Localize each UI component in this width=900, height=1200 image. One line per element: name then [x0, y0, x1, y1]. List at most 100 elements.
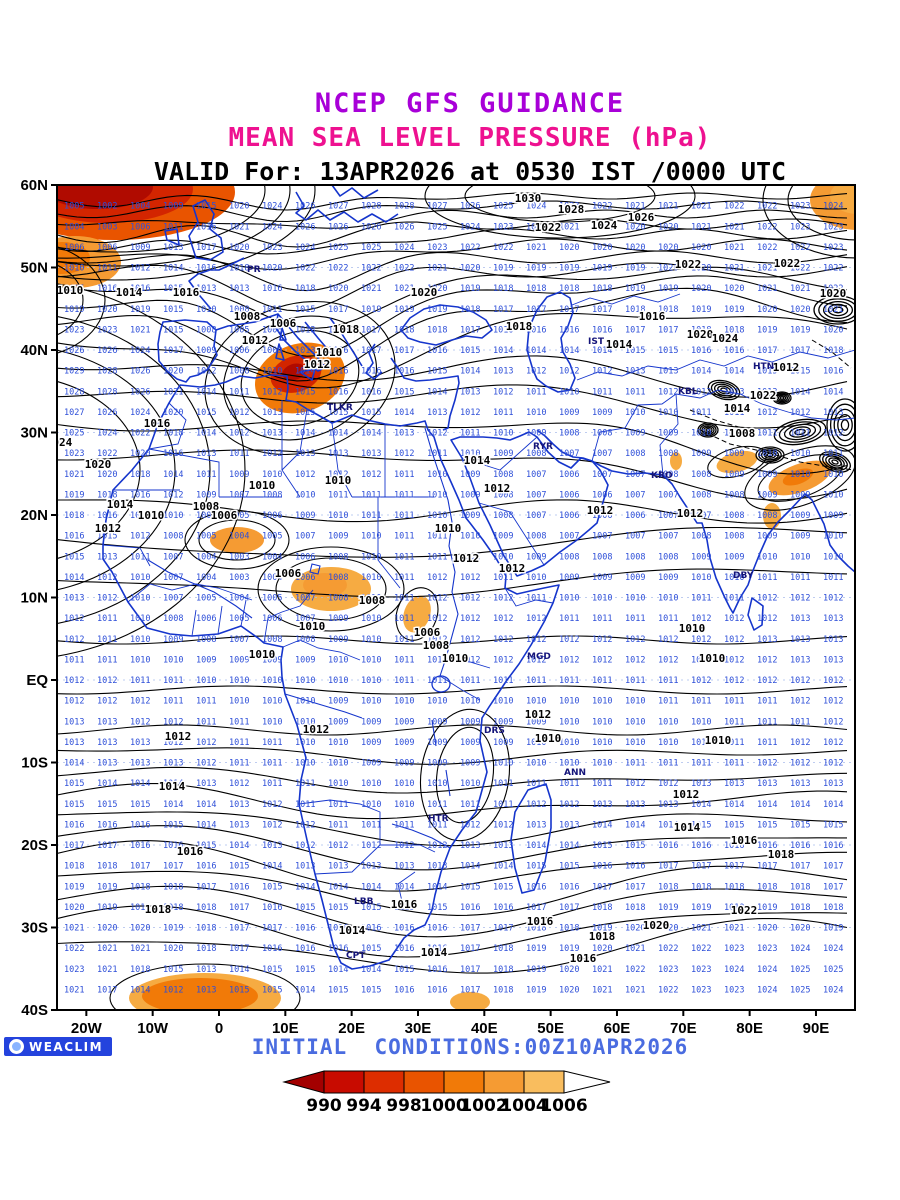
svg-text:1011: 1011 — [559, 676, 579, 686]
svg-text:1008: 1008 — [625, 552, 645, 562]
svg-text:1007: 1007 — [592, 470, 612, 480]
svg-text:1010: 1010 — [325, 474, 352, 487]
svg-text:1016: 1016 — [64, 820, 84, 830]
svg-text:1012: 1012 — [460, 573, 480, 583]
svg-text:1013: 1013 — [658, 800, 678, 810]
svg-text:1011: 1011 — [394, 573, 414, 583]
svg-text:1015: 1015 — [427, 903, 447, 913]
svg-text:1019: 1019 — [394, 305, 414, 315]
svg-text:1012: 1012 — [130, 717, 150, 727]
svg-text:1020: 1020 — [97, 305, 117, 315]
svg-text:1010: 1010 — [427, 511, 447, 521]
svg-text:1011: 1011 — [493, 573, 513, 583]
svg-text:1009: 1009 — [460, 470, 480, 480]
svg-text:1021: 1021 — [361, 284, 381, 294]
svg-text:1008: 1008 — [658, 552, 678, 562]
svg-text:1013: 1013 — [757, 635, 777, 645]
svg-text:1012: 1012 — [757, 408, 777, 418]
svg-text:KBL: KBL — [678, 387, 698, 397]
svg-text:1010: 1010 — [361, 800, 381, 810]
svg-text:1011: 1011 — [592, 387, 612, 397]
svg-text:1012: 1012 — [97, 676, 117, 686]
svg-text:1012: 1012 — [658, 779, 678, 789]
svg-text:1006: 1006 — [592, 511, 612, 521]
svg-text:1008: 1008 — [163, 614, 183, 624]
svg-text:1012: 1012 — [823, 717, 843, 727]
svg-text:1016: 1016 — [394, 924, 414, 934]
svg-text:1012: 1012 — [625, 655, 645, 665]
colorbar-label: 1002 — [460, 1096, 507, 1116]
svg-text:1009: 1009 — [262, 655, 282, 665]
svg-text:1022: 1022 — [823, 284, 843, 294]
svg-text:1017: 1017 — [163, 862, 183, 872]
svg-text:1019: 1019 — [460, 284, 480, 294]
svg-text:1011: 1011 — [394, 470, 414, 480]
svg-text:1017: 1017 — [130, 862, 150, 872]
svg-text:1017: 1017 — [460, 944, 480, 954]
svg-text:1013: 1013 — [427, 862, 447, 872]
svg-text:1008: 1008 — [691, 470, 711, 480]
svg-text:1021: 1021 — [97, 965, 117, 975]
svg-text:1014: 1014 — [229, 965, 249, 975]
svg-text:1010: 1010 — [526, 697, 546, 707]
field-title: MEAN SEA LEVEL PRESSURE (hPa) — [228, 123, 712, 153]
svg-text:1017: 1017 — [460, 325, 480, 335]
svg-text:1015: 1015 — [757, 367, 777, 377]
svg-text:1010: 1010 — [460, 697, 480, 707]
svg-text:1017: 1017 — [757, 862, 777, 872]
svg-text:1014: 1014 — [196, 387, 216, 397]
lat-label: 40S — [21, 1002, 48, 1019]
svg-text:1012: 1012 — [427, 594, 447, 604]
svg-text:1014: 1014 — [130, 511, 150, 521]
svg-text:1015: 1015 — [163, 965, 183, 975]
svg-text:1010: 1010 — [658, 738, 678, 748]
svg-text:1013: 1013 — [790, 655, 810, 665]
svg-text:1020: 1020 — [691, 264, 711, 274]
svg-text:1014: 1014 — [460, 862, 480, 872]
svg-text:1009: 1009 — [328, 717, 348, 727]
svg-text:1024: 1024 — [130, 408, 150, 418]
svg-text:1020: 1020 — [427, 284, 447, 294]
svg-text:1022: 1022 — [625, 965, 645, 975]
svg-text:1016: 1016 — [328, 325, 348, 335]
svg-text:1016: 1016 — [625, 862, 645, 872]
svg-text:1008: 1008 — [193, 500, 220, 513]
map-canvas: 1005 1002 1004 1009 1015 1020 1024 1026 1027 1028… — [57, 185, 855, 1010]
svg-text:1008: 1008 — [691, 490, 711, 500]
svg-text:1016: 1016 — [173, 286, 200, 299]
svg-text:1010: 1010 — [658, 408, 678, 418]
svg-text:1022: 1022 — [757, 202, 777, 212]
svg-text:1018: 1018 — [526, 284, 546, 294]
svg-text:1009: 1009 — [163, 635, 183, 645]
svg-text:1024: 1024 — [790, 944, 810, 954]
svg-text:1022: 1022 — [592, 202, 612, 212]
svg-text:1009: 1009 — [493, 532, 513, 542]
svg-text:1011: 1011 — [163, 222, 183, 232]
svg-text:1010: 1010 — [679, 622, 706, 635]
svg-text:1016: 1016 — [361, 367, 381, 377]
svg-text:1010: 1010 — [394, 800, 414, 810]
svg-text:1022: 1022 — [731, 904, 758, 917]
svg-text:1011: 1011 — [757, 697, 777, 707]
svg-text:1018: 1018 — [691, 882, 711, 892]
svg-text:1011: 1011 — [196, 697, 216, 707]
svg-text:1010: 1010 — [130, 614, 150, 624]
svg-text:1020: 1020 — [163, 408, 183, 418]
svg-text:1018: 1018 — [724, 882, 744, 892]
svg-text:1012: 1012 — [526, 635, 546, 645]
svg-text:1016: 1016 — [196, 862, 216, 872]
svg-text:1012: 1012 — [757, 759, 777, 769]
svg-text:1023: 1023 — [691, 985, 711, 995]
svg-text:1010: 1010 — [427, 470, 447, 480]
svg-text:1011: 1011 — [724, 697, 744, 707]
svg-text:1011: 1011 — [790, 429, 810, 439]
svg-text:1009: 1009 — [493, 738, 513, 748]
svg-text:1010: 1010 — [535, 732, 562, 745]
svg-text:1007: 1007 — [658, 490, 678, 500]
svg-text:1020: 1020 — [559, 985, 579, 995]
svg-text:1015: 1015 — [658, 346, 678, 356]
svg-text:1015: 1015 — [394, 903, 414, 913]
svg-text:1020: 1020 — [592, 944, 612, 954]
svg-text:1009: 1009 — [559, 573, 579, 583]
